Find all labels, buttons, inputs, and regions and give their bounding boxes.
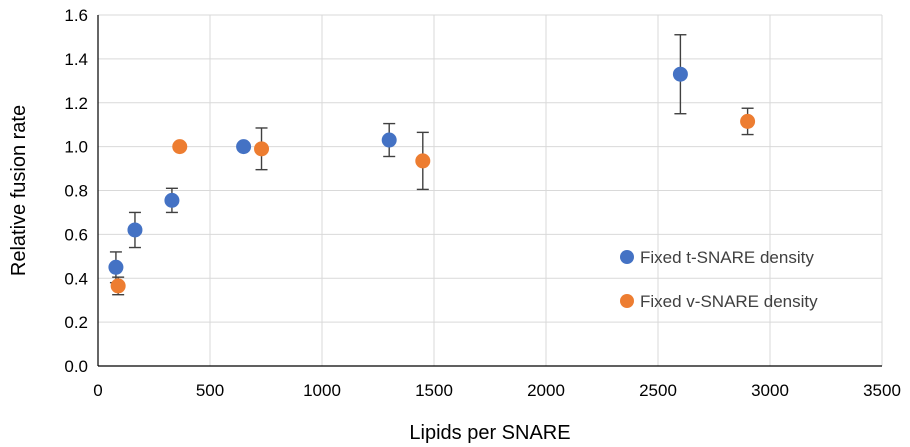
x-tick-label: 3000 — [751, 381, 789, 400]
y-tick-label: 1.6 — [64, 6, 88, 25]
data-point-series-0 — [236, 139, 252, 155]
x-tick-label: 2500 — [639, 381, 677, 400]
y-tick-label: 0.2 — [64, 313, 88, 332]
gridlines — [98, 14, 883, 366]
legend-label-v-snare: Fixed v-SNARE density — [640, 292, 818, 311]
x-tick-label: 3500 — [863, 381, 901, 400]
data-marks — [108, 34, 756, 296]
tick-labels: 0.0 0.2 0.4 0.6 0.8 1.0 1.2 1.4 1.6 0 500 1000 1500 2… — [64, 6, 901, 400]
x-tick-label: 1000 — [303, 381, 341, 400]
y-tick-label: 0.6 — [64, 225, 88, 244]
x-tick-label: 2000 — [527, 381, 565, 400]
y-tick-label: 1.0 — [64, 138, 88, 157]
data-point-series-1 — [110, 278, 126, 294]
x-tick-label: 500 — [196, 381, 224, 400]
x-tick-label: 0 — [93, 381, 102, 400]
legend: Fixed t-SNARE density Fixed v-SNARE dens… — [620, 248, 818, 311]
data-point-series-0 — [672, 66, 688, 82]
y-tick-label: 0.8 — [64, 182, 88, 201]
legend-marker-v-snare — [620, 294, 634, 308]
data-point-series-0 — [127, 222, 143, 238]
legend-label-t-snare: Fixed t-SNARE density — [640, 248, 814, 267]
legend-marker-t-snare — [620, 250, 634, 264]
data-point-series-1 — [254, 141, 270, 157]
data-point-series-0 — [108, 259, 124, 275]
y-tick-label: 1.2 — [64, 94, 88, 113]
y-axis-title: Relative fusion rate — [8, 105, 30, 276]
data-point-series-0 — [164, 192, 180, 208]
data-point-series-1 — [740, 113, 756, 129]
data-point-series-1 — [415, 153, 431, 169]
data-point-series-0 — [381, 132, 397, 148]
y-tick-label: 0.0 — [64, 357, 88, 376]
data-point-series-1 — [172, 139, 188, 155]
y-tick-label: 0.4 — [64, 269, 88, 288]
y-tick-label: 1.4 — [64, 50, 88, 69]
x-tick-label: 1500 — [415, 381, 453, 400]
axes — [97, 15, 882, 367]
x-axis-title: Lipids per SNARE — [409, 422, 570, 444]
